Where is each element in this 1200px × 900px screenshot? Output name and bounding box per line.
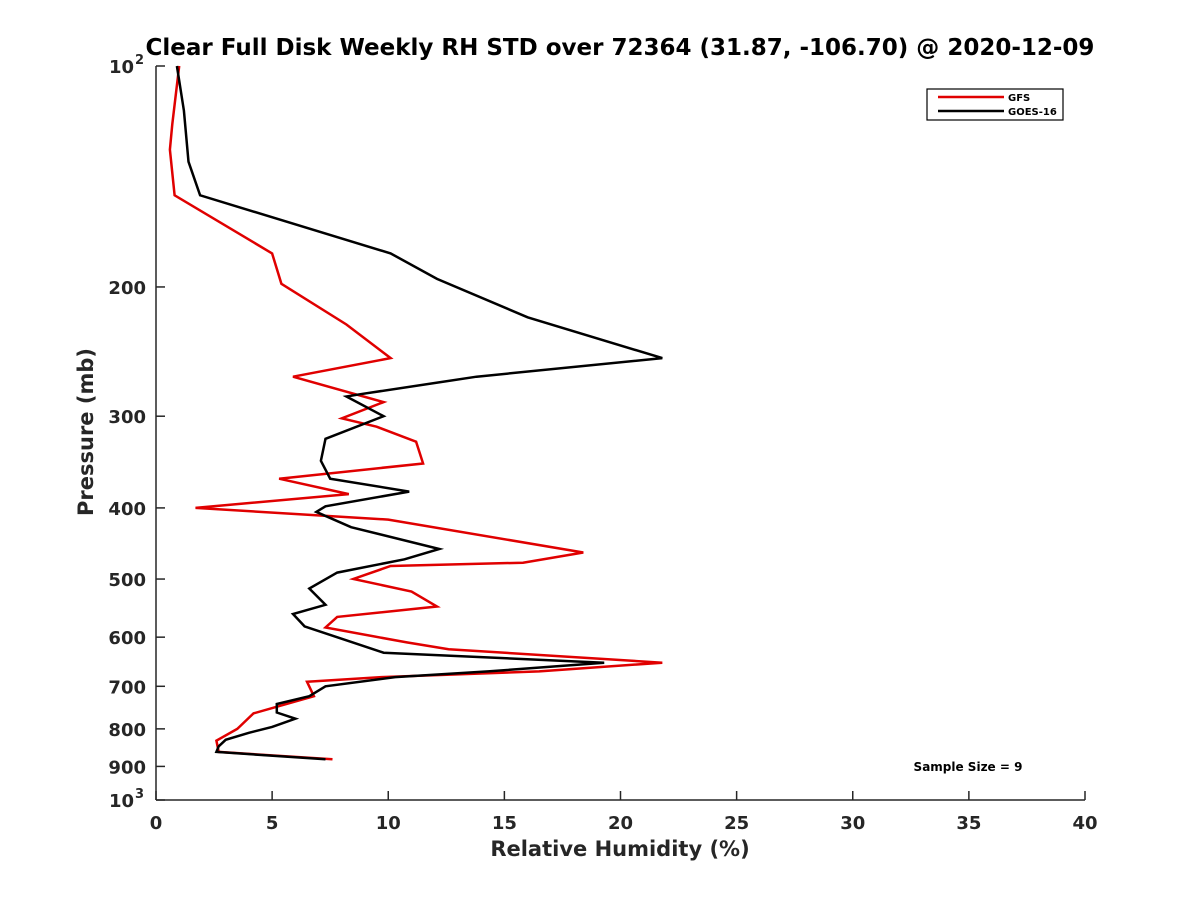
y-tick-label: 900 — [108, 757, 146, 778]
sample-size-annotation: Sample Size = 9 — [914, 760, 1023, 774]
y-axis-label: Pressure (mb) — [74, 348, 98, 516]
y-tick-exponent: 2 — [135, 53, 144, 68]
x-tick-label: 30 — [840, 813, 865, 834]
x-tick-label: 5 — [266, 813, 279, 834]
legend-label-goes16: GOES-16 — [1008, 107, 1057, 118]
y-tick-label: 300 — [108, 407, 146, 428]
x-tick-label: 40 — [1072, 813, 1097, 834]
y-tick-label: 10 — [109, 57, 134, 78]
y-tick-label: 700 — [108, 677, 146, 698]
x-tick-label: 10 — [376, 813, 401, 834]
series-line-gfs — [168, 65, 663, 761]
y-tick-label: 10 — [109, 791, 134, 812]
plot-area — [156, 66, 1085, 800]
y-tick-label: 800 — [108, 720, 146, 741]
x-axis-label: Relative Humidity (%) — [490, 837, 749, 861]
series-line-goes16 — [175, 65, 663, 761]
x-tick-label: 20 — [608, 813, 633, 834]
chart-title: Clear Full Disk Weekly RH STD over 72364… — [146, 35, 1095, 61]
legend: GFS GOES-16 — [926, 88, 1064, 121]
x-tick-label: 15 — [492, 813, 517, 834]
x-tick-label: 0 — [150, 813, 163, 834]
y-tick-label: 400 — [108, 499, 146, 520]
y-tick-label: 500 — [108, 570, 146, 591]
legend-label-gfs: GFS — [1008, 93, 1030, 104]
y-tick-label: 600 — [108, 628, 146, 649]
legend-box — [926, 88, 1064, 121]
y-tick-label: 200 — [108, 278, 146, 299]
x-tick-label: 25 — [724, 813, 749, 834]
series-layer — [168, 65, 663, 761]
x-tick-label: 35 — [956, 813, 981, 834]
plot-background — [156, 66, 1085, 800]
y-tick-exponent: 3 — [135, 787, 144, 802]
